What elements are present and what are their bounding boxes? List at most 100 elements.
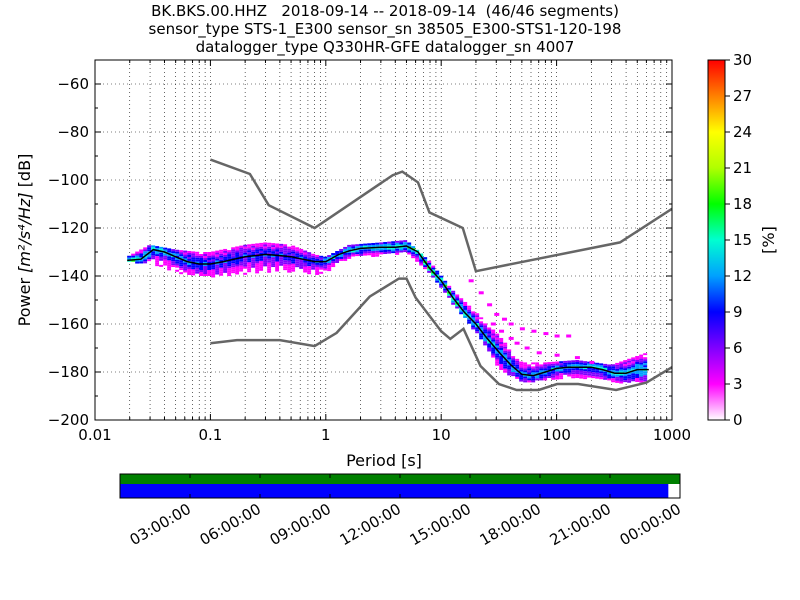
density-cell	[243, 268, 248, 271]
density-cell	[455, 300, 460, 303]
density-cell	[307, 252, 312, 255]
density-cell	[615, 370, 620, 373]
density-cell	[487, 341, 492, 344]
density-cell	[199, 262, 204, 264]
x-axis-label: Period [s]	[346, 451, 422, 470]
density-cell	[579, 360, 584, 363]
density-cell	[311, 267, 316, 270]
density-cell	[255, 249, 260, 252]
density-cell	[291, 257, 296, 260]
mode-curve	[127, 245, 649, 377]
density-cell	[491, 335, 496, 338]
density-cell	[507, 357, 512, 360]
density-cell	[467, 307, 472, 310]
density-cell	[275, 261, 280, 264]
x-axis: 0.01 0.1 1 10 100 1000	[78, 60, 691, 444]
density-cell	[155, 262, 160, 265]
density-cell	[531, 366, 536, 369]
density-cell	[267, 242, 272, 245]
density-cell	[531, 376, 536, 379]
density-cell	[251, 271, 256, 274]
timeline-tick-label: 15:00:00	[407, 500, 474, 549]
density-cell	[203, 254, 208, 256]
density-cell	[267, 260, 272, 263]
density-cell	[639, 376, 644, 379]
density-cell	[191, 271, 196, 274]
density-cell	[563, 374, 568, 377]
density-cell	[215, 250, 220, 253]
density-cell	[295, 249, 300, 252]
density-cell	[567, 360, 572, 363]
density-cell	[243, 256, 248, 259]
density-cell	[579, 374, 584, 377]
density-cell	[555, 375, 560, 378]
density-outlier	[487, 303, 493, 307]
density-cell	[319, 269, 324, 272]
mode-curve-layer	[127, 245, 649, 377]
density-cell	[475, 319, 480, 322]
density-cell	[207, 272, 212, 274]
density-cell	[527, 366, 532, 369]
density-cell	[455, 304, 460, 307]
density-cell	[535, 364, 540, 367]
density-cell	[223, 274, 228, 277]
density-cell	[395, 250, 400, 253]
density-cell	[247, 264, 252, 267]
density-cell	[399, 242, 404, 245]
density-cell	[247, 266, 252, 269]
high-noise-model	[209, 158, 672, 273]
density-cell	[147, 245, 152, 248]
density-cell	[203, 262, 208, 264]
density-cell	[495, 361, 500, 364]
density-cell	[499, 347, 504, 350]
density-cell	[259, 242, 264, 245]
density-cell	[643, 377, 648, 380]
density-cell	[531, 364, 536, 367]
density-cell	[367, 251, 372, 254]
density-cell	[607, 378, 612, 381]
colorbar-tick-label: 9	[733, 303, 743, 321]
density-cell	[583, 373, 588, 376]
density-cell	[367, 245, 372, 248]
density-cell	[539, 378, 544, 381]
density-cell	[523, 378, 528, 381]
density-cell	[235, 250, 240, 253]
density-cell	[171, 269, 176, 272]
density-cell	[179, 254, 184, 257]
density-cell	[375, 248, 380, 251]
density-cell	[171, 259, 176, 262]
density-cell	[363, 253, 368, 256]
density-cell	[131, 259, 136, 262]
density-cell	[151, 255, 156, 258]
density-cell	[411, 256, 416, 259]
density-cell	[471, 315, 476, 318]
density-cell	[311, 257, 316, 260]
density-cell	[211, 273, 216, 276]
density-cell	[367, 243, 372, 246]
density-cell	[147, 257, 152, 260]
density-cell	[603, 365, 608, 368]
density-cell	[195, 267, 200, 270]
density-cell	[551, 373, 556, 376]
density-cell	[487, 325, 492, 328]
density-cell	[507, 373, 512, 376]
density-cell	[611, 366, 616, 369]
density-cell	[235, 258, 240, 261]
density-cell	[159, 260, 164, 263]
density-cell	[579, 368, 584, 371]
density-cell	[371, 248, 376, 251]
density-cell	[363, 245, 368, 248]
density-cell	[547, 364, 552, 367]
density-cell	[475, 317, 480, 320]
density-cell	[627, 358, 632, 361]
density-cell	[515, 364, 520, 367]
density-outlier	[574, 356, 580, 360]
density-cell	[215, 272, 220, 275]
density-cell	[251, 257, 256, 260]
density-cell	[587, 377, 592, 380]
density-cell	[459, 302, 464, 305]
density-cell	[623, 366, 628, 369]
density-cell	[535, 370, 540, 373]
density-cell	[415, 259, 420, 262]
density-cell	[547, 368, 552, 371]
